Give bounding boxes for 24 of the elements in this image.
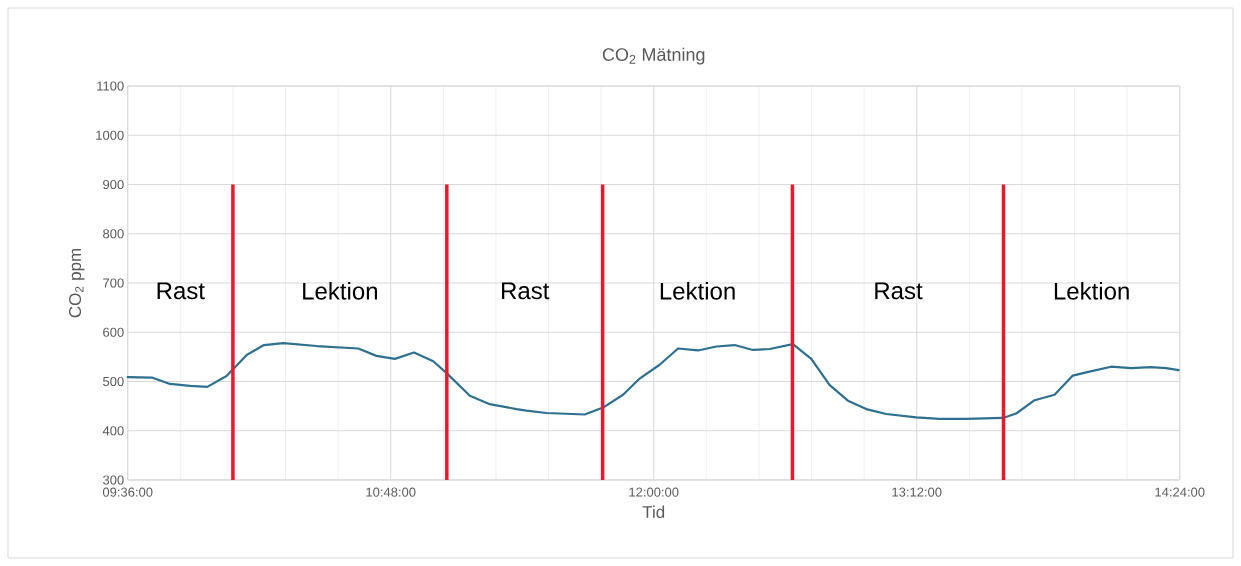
y-tick-label: 700 — [103, 278, 124, 288]
x-tick-label: 12:00:00 — [629, 487, 679, 497]
y-tick-label: 400 — [102, 426, 124, 436]
y-tick-label: 1100 — [97, 81, 124, 91]
annotation: Rast — [875, 282, 923, 300]
annotation: Rast — [502, 282, 550, 300]
y-tick-label: 300 — [103, 475, 124, 485]
annotation: Lektion — [303, 282, 377, 300]
x-tick-label: 14:24:00 — [1155, 487, 1205, 497]
annotation: Lektion — [660, 282, 735, 300]
chart-title: CO$_{2}$ Mätning — [602, 47, 705, 65]
annotation: Rast — [157, 282, 205, 300]
y-tick-label: 900 — [103, 179, 124, 190]
x-tick-label: 13:12:00 — [892, 487, 942, 497]
y-tick-label: 1000 — [96, 130, 124, 140]
y-tick-label: 800 — [103, 229, 124, 239]
x-tick-label: 09:36:00 — [102, 487, 153, 497]
y-tick-label: 600 — [103, 327, 124, 337]
y-axis-title: CO$_{2}$ ppm — [69, 248, 85, 318]
x-axis-title: Tid — [642, 505, 665, 519]
y-tick-label: 500 — [103, 376, 124, 387]
annotation: Lektion — [1054, 282, 1129, 300]
line-series — [126, 341, 1180, 421]
x-tick-label: 10:48:00 — [366, 487, 416, 497]
